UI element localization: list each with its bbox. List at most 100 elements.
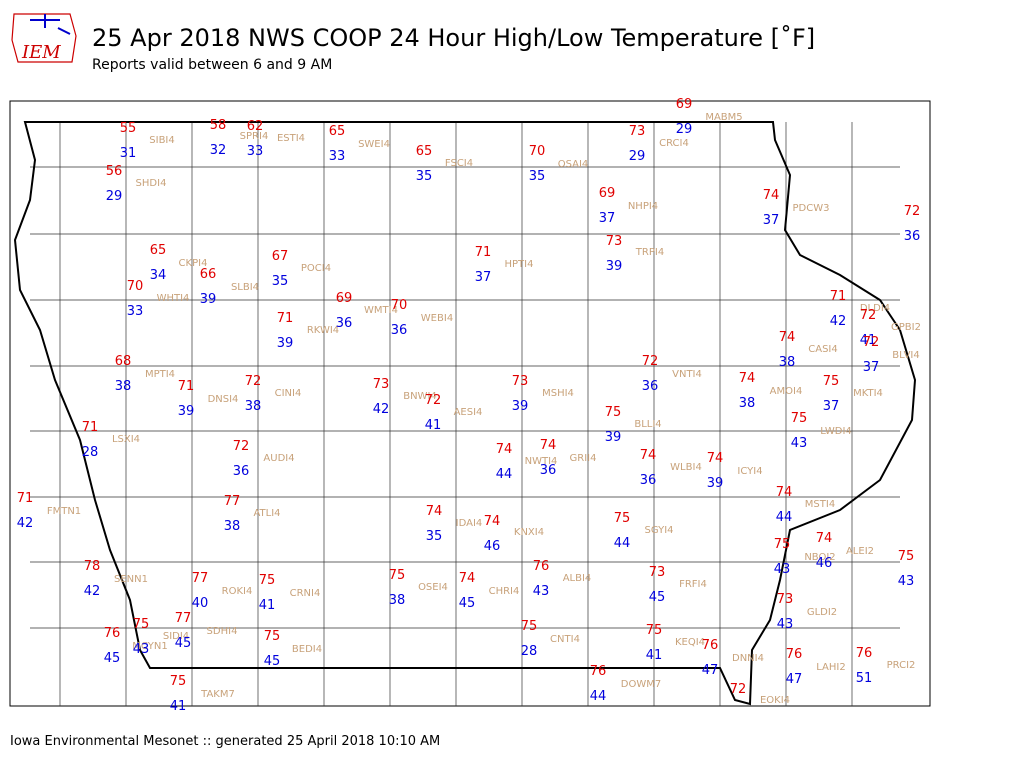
subtitle: Reports valid between 6 and 9 AM <box>92 57 332 73</box>
station-id: FSCI4 <box>445 158 473 169</box>
station-id: GPBI2 <box>891 322 921 333</box>
station-id: CINI4 <box>275 388 302 399</box>
high-temp: 72 <box>904 204 921 219</box>
high-temp: 75 <box>646 623 663 638</box>
high-temp: 68 <box>115 354 132 369</box>
high-temp: 56 <box>106 164 123 179</box>
high-temp: 75 <box>614 511 631 526</box>
high-temp: 77 <box>192 571 209 586</box>
station-id: CHRI4 <box>489 586 520 597</box>
station-id: SWEI4 <box>358 139 390 150</box>
low-temp: 43 <box>533 584 550 599</box>
footer: Iowa Environmental Mesonet :: generated … <box>10 734 440 749</box>
low-temp: 43 <box>133 642 150 657</box>
station-id: ROKI4 <box>222 586 253 597</box>
low-temp: 35 <box>529 169 546 184</box>
high-temp: 76 <box>856 646 873 661</box>
station-id: MPTI4 <box>145 369 175 380</box>
high-temp: 72 <box>730 682 747 697</box>
high-temp: 73 <box>649 565 666 580</box>
station-id: NHPI4 <box>628 201 658 212</box>
low-temp: 41 <box>646 648 663 663</box>
low-temp: 35 <box>272 274 289 289</box>
high-temp: 72 <box>425 393 442 408</box>
county-lines <box>30 122 900 706</box>
high-temp: 70 <box>529 144 546 159</box>
station-id: BEDI4 <box>292 644 322 655</box>
station-id: PRCI2 <box>887 660 916 671</box>
low-temp: 32 <box>210 143 227 158</box>
station-id: SGYI4 <box>644 525 673 536</box>
low-temp: 36 <box>336 316 353 331</box>
low-temp: 33 <box>329 149 346 164</box>
high-temp: 73 <box>629 124 646 139</box>
station-id: CRNI4 <box>290 588 321 599</box>
station-id: MKTI4 <box>853 388 883 399</box>
station-id: SHDI4 <box>136 178 167 189</box>
high-temp: 75 <box>605 405 622 420</box>
low-temp: 36 <box>642 379 659 394</box>
station-id: SPRI4 <box>240 131 269 142</box>
station-id: BLLI4 <box>634 419 661 430</box>
low-temp: 36 <box>233 464 250 479</box>
station-id: POCI4 <box>301 263 331 274</box>
station-id: KNXI4 <box>514 527 544 538</box>
station-id: DLDI4 <box>860 303 890 314</box>
high-temp: 73 <box>606 234 623 249</box>
observations: 55 31 58 32 62 33 65 33 65 35 70 35 73 29 69 29 56 29 69 37… <box>17 97 921 714</box>
low-temp: 37 <box>599 211 616 226</box>
low-temp: 42 <box>17 516 34 531</box>
high-temp: 73 <box>777 592 794 607</box>
high-temp: 69 <box>336 291 353 306</box>
station-id: FMTN1 <box>47 506 81 517</box>
high-temp: 71 <box>475 245 492 260</box>
high-temp: 69 <box>599 186 616 201</box>
low-temp: 35 <box>426 529 443 544</box>
station-id: DOWM7 <box>621 679 661 690</box>
high-temp: 74 <box>459 571 476 586</box>
station-id: CNTI4 <box>550 634 580 645</box>
station-id: CRCI4 <box>659 138 689 149</box>
low-temp: 33 <box>247 144 264 159</box>
low-temp: 38 <box>779 355 796 370</box>
high-temp: 71 <box>277 311 294 326</box>
logo: IEM <box>11 13 77 63</box>
low-temp: 33 <box>127 304 144 319</box>
low-temp: 37 <box>863 360 880 375</box>
station-id: WEBI4 <box>421 313 453 324</box>
station-id: ICYI4 <box>737 466 762 477</box>
station-id: BLVI4 <box>892 350 920 361</box>
station-id: OSEI4 <box>418 582 448 593</box>
low-temp: 37 <box>475 270 492 285</box>
high-temp: 74 <box>640 448 657 463</box>
station-id: DNSI4 <box>208 394 239 405</box>
station-id: WLBI4 <box>670 462 702 473</box>
low-temp: 47 <box>702 663 719 678</box>
low-temp: 41 <box>170 699 187 714</box>
low-temp: 28 <box>82 445 99 460</box>
high-temp: 65 <box>150 243 167 258</box>
high-temp: 74 <box>739 371 756 386</box>
high-temp: 75 <box>791 411 808 426</box>
high-temp: 72 <box>245 374 262 389</box>
low-temp: 37 <box>763 213 780 228</box>
low-temp: 41 <box>860 333 877 348</box>
high-temp: 74 <box>496 442 513 457</box>
high-temp: 78 <box>84 559 101 574</box>
station-id: TRPI4 <box>635 247 664 258</box>
high-temp: 76 <box>533 559 550 574</box>
low-temp: 36 <box>904 229 921 244</box>
high-temp: 76 <box>702 638 719 653</box>
high-temp: 70 <box>391 298 408 313</box>
high-temp: 74 <box>540 438 557 453</box>
low-temp: 46 <box>816 556 833 571</box>
high-temp: 67 <box>272 249 289 264</box>
high-temp: 72 <box>863 335 880 350</box>
station-id: SIBI4 <box>149 135 174 146</box>
low-temp: 28 <box>521 644 538 659</box>
station-id: LAHI2 <box>816 662 845 673</box>
high-temp: 75 <box>170 674 187 689</box>
low-temp: 41 <box>425 418 442 433</box>
station-id: IDAI4 <box>456 518 483 529</box>
